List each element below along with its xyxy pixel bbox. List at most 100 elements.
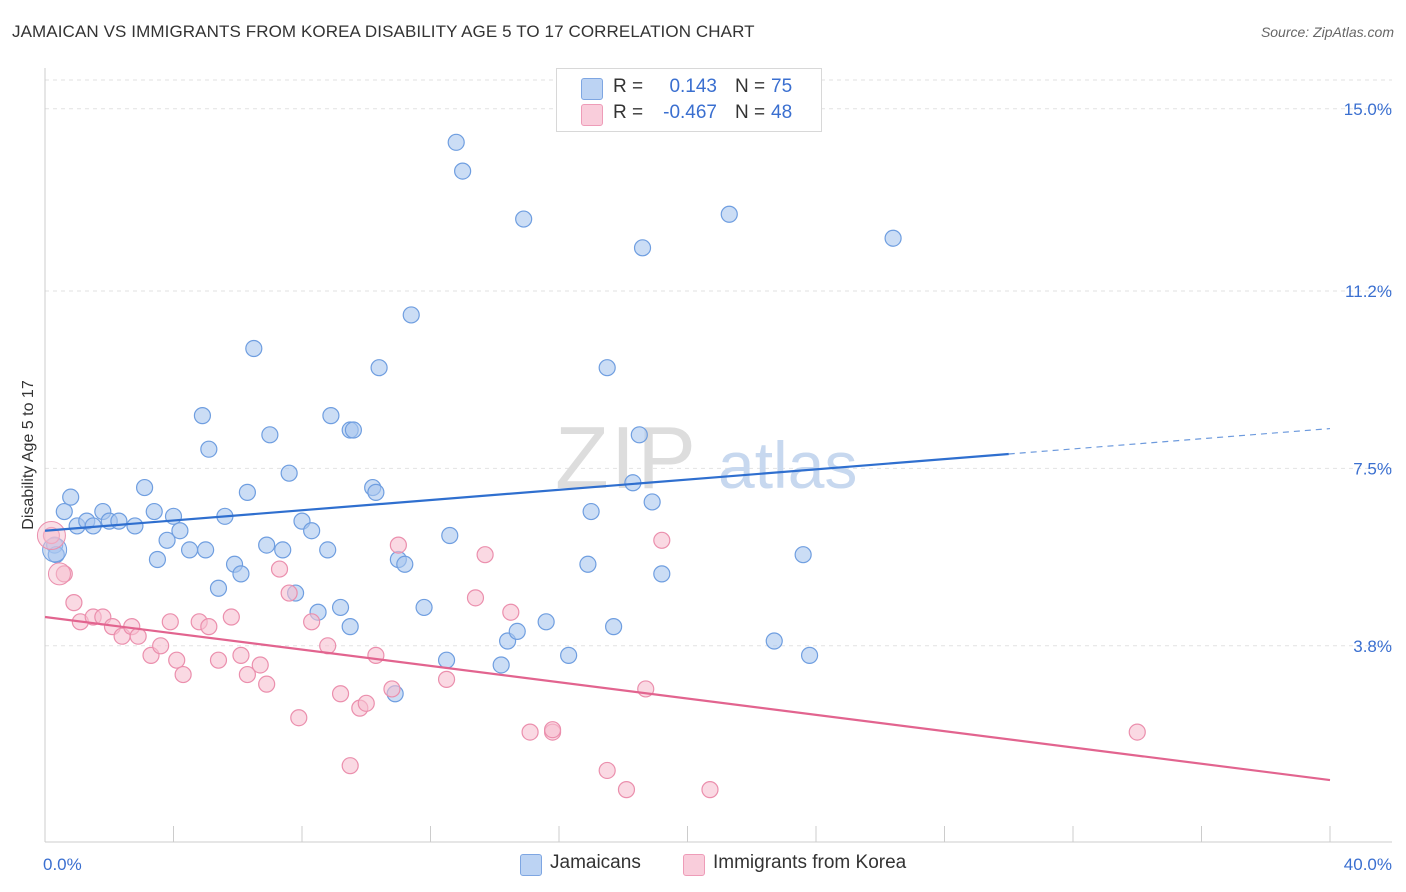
data-point-jamaicans	[238, 483, 256, 501]
data-point-korea	[168, 651, 186, 669]
data-point-jamaicans	[341, 618, 359, 636]
data-point-jamaicans	[560, 646, 578, 664]
data-point-jamaicans	[274, 541, 292, 559]
data-point-korea	[521, 723, 539, 741]
data-point-jamaicans	[367, 483, 385, 501]
data-point-jamaicans	[630, 426, 648, 444]
data-point-jamaicans	[258, 536, 276, 554]
legend-swatch-blue	[520, 854, 542, 876]
data-point-korea	[290, 709, 308, 727]
y-tick-label: 11.2%	[1345, 282, 1392, 301]
trend-layer	[44, 427, 1331, 782]
data-point-jamaicans	[884, 229, 902, 247]
data-point-jamaicans	[396, 555, 414, 573]
data-point-jamaicans	[633, 239, 652, 257]
data-point-jamaicans	[582, 502, 600, 521]
data-point-jamaicans	[180, 541, 199, 559]
data-point-korea	[251, 656, 269, 674]
source-label: Source: ZipAtlas.com	[1260, 24, 1394, 40]
data-point-jamaicans	[158, 531, 176, 549]
legend-label-korea: Immigrants from Korea	[713, 852, 907, 873]
data-point-korea-large	[47, 562, 71, 586]
data-point-jamaicans	[110, 512, 128, 530]
grid-layer	[45, 79, 1392, 647]
data-point-jamaicans	[209, 579, 228, 597]
data-point-jamaicans	[344, 421, 362, 439]
data-point-korea	[389, 536, 407, 554]
legend-row-jamaicans: R = 0.143 N = 75	[557, 75, 821, 101]
data-point-korea	[502, 603, 520, 621]
data-point-korea	[1128, 723, 1146, 741]
series-korea	[36, 521, 1146, 799]
data-point-jamaicans	[245, 339, 263, 358]
tick-label-layer: 3.8% 7.5% 11.2% 15.0% 0.0% 40.0%	[43, 100, 1392, 874]
data-point-korea	[476, 546, 494, 564]
data-point-jamaicans	[55, 502, 73, 521]
data-point-korea	[209, 651, 228, 669]
watermark-zip: ZIP	[555, 408, 698, 507]
data-point-jamaicans	[454, 162, 472, 180]
legend-n-value: 75	[771, 76, 793, 97]
legend-r-label: R =	[613, 76, 644, 97]
data-point-jamaicans	[200, 440, 218, 458]
data-point-korea	[65, 594, 83, 612]
legend-r-label: R =	[613, 102, 644, 123]
data-point-jamaicans	[193, 407, 212, 425]
data-point-jamaicans	[261, 426, 279, 444]
legend-swatch-pink	[581, 104, 603, 126]
legend-row-korea: R = -0.467 N = 48	[557, 101, 821, 127]
data-point-korea	[617, 781, 636, 799]
legend-n-value: 48	[771, 102, 793, 123]
data-point-korea	[174, 665, 192, 684]
y-axis-label: Disability Age 5 to 17	[20, 380, 37, 530]
data-point-jamaicans	[145, 502, 163, 521]
trend-line-jamaicans	[44, 452, 1009, 532]
y-tick-label: 3.8%	[1353, 637, 1392, 656]
data-point-korea	[331, 685, 350, 703]
data-point-jamaicans	[370, 359, 388, 377]
data-point-jamaicans	[437, 651, 456, 669]
legend-r-value: 0.143	[669, 76, 717, 97]
data-point-jamaicans	[126, 517, 144, 535]
data-point-korea	[437, 670, 456, 688]
data-point-jamaicans	[794, 546, 812, 564]
data-point-korea	[222, 608, 240, 626]
trend-line-korea	[44, 615, 1331, 782]
legend-n-label: N =	[735, 76, 766, 97]
data-point-korea	[383, 680, 401, 698]
watermark: ZIP atlas	[555, 408, 857, 507]
data-point-korea	[258, 675, 276, 693]
data-point-korea	[161, 613, 179, 631]
data-point-jamaicans	[322, 407, 340, 425]
data-point-korea	[200, 618, 218, 636]
data-point-jamaicans	[171, 522, 189, 540]
stats-legend: R = 0.143 N = 75 R = -0.467 N = 48	[556, 68, 822, 132]
y-tick-label: 7.5%	[1353, 459, 1392, 478]
data-point-korea	[270, 560, 289, 578]
data-point-jamaicans	[280, 464, 298, 482]
data-point-korea	[303, 613, 321, 631]
data-point-korea	[152, 637, 170, 655]
data-point-jamaicans	[598, 359, 616, 377]
data-point-korea	[598, 761, 616, 780]
data-point-korea	[280, 584, 298, 602]
data-point-jamaicans	[515, 210, 533, 228]
series-jamaicans	[42, 133, 902, 703]
data-point-jamaicans	[653, 565, 671, 583]
data-point-korea	[701, 781, 719, 799]
data-point-korea	[341, 757, 359, 775]
data-point-jamaicans	[537, 613, 555, 631]
data-point-jamaicans	[643, 493, 661, 511]
data-point-jamaicans	[303, 522, 321, 540]
data-point-jamaicans	[148, 550, 167, 569]
legend-n-label: N =	[735, 102, 766, 123]
data-point-jamaicans	[720, 205, 738, 223]
data-point-jamaicans	[447, 133, 465, 151]
series-legend: Jamaicans Immigrants from Korea	[0, 852, 1406, 878]
watermark-atlas: atlas	[718, 428, 857, 502]
data-point-korea	[543, 721, 562, 739]
data-point-jamaicans	[441, 526, 459, 545]
data-point-jamaicans	[319, 541, 337, 559]
data-point-korea	[367, 646, 385, 664]
legend-r-value: -0.467	[663, 102, 717, 123]
